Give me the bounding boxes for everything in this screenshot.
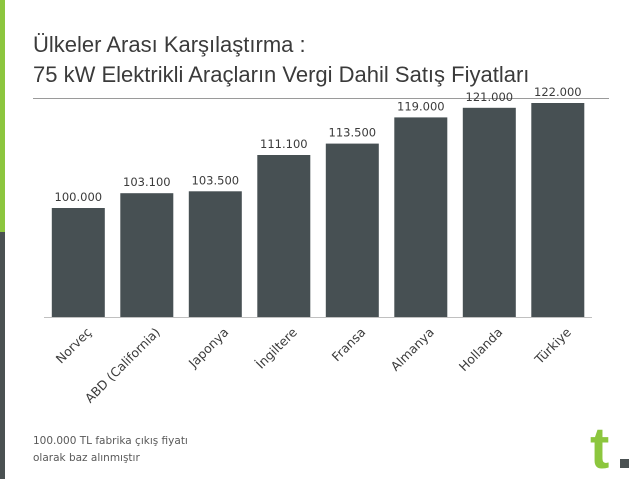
footnote: 100.000 TL fabrika çıkış fiyatı olarak b… <box>33 433 188 467</box>
category-label: Fransa <box>329 325 369 365</box>
bar-5 <box>325 143 379 317</box>
title-line-2: 75 kW Elektrikli Araçların Vergi Dahil S… <box>33 62 530 87</box>
bar-6 <box>394 117 448 318</box>
accent-bar-dark <box>0 232 5 479</box>
title-line-1: Ülkeler Arası Karşılaştırma : <box>33 32 306 57</box>
footnote-line-2: olarak baz alınmıştır <box>33 452 140 464</box>
value-label: 122.000 <box>534 85 582 99</box>
bar-7 <box>462 107 516 317</box>
category-label: Norveç <box>53 324 95 366</box>
bar-8 <box>531 103 585 317</box>
value-label: 100.000 <box>55 190 103 204</box>
value-label-group: 100.000 103.100 103.500 111.100 113.500 119.0… <box>55 85 582 204</box>
value-label: 111.100 <box>260 137 308 151</box>
bar-4 <box>257 155 311 317</box>
title-divider <box>33 98 609 99</box>
category-label: Türkiye <box>531 324 574 367</box>
footnote-line-1: 100.000 TL fabrika çıkış fiyatı <box>33 435 188 447</box>
logo-letter: t <box>590 418 609 474</box>
bar-3 <box>188 191 242 317</box>
category-label: Hollanda <box>456 325 506 375</box>
accent-bar-green <box>0 0 5 232</box>
brand-logo: t <box>590 418 629 474</box>
bar-1 <box>51 208 105 317</box>
logo-dot <box>620 459 629 468</box>
category-label: İngiltere <box>253 324 300 371</box>
value-label: 103.100 <box>123 175 171 189</box>
category-label: ABD (California) <box>82 325 163 406</box>
value-label: 119.000 <box>397 99 445 113</box>
bar-group <box>51 103 585 318</box>
category-label: Japonya <box>185 325 232 372</box>
value-label: 113.500 <box>329 126 377 140</box>
value-label: 121.000 <box>466 90 514 104</box>
page-title: Ülkeler Arası Karşılaştırma : 75 kW Elek… <box>33 30 529 90</box>
bar-2 <box>120 193 174 317</box>
category-label: Almanya <box>388 325 437 374</box>
value-label: 103.500 <box>192 173 240 187</box>
